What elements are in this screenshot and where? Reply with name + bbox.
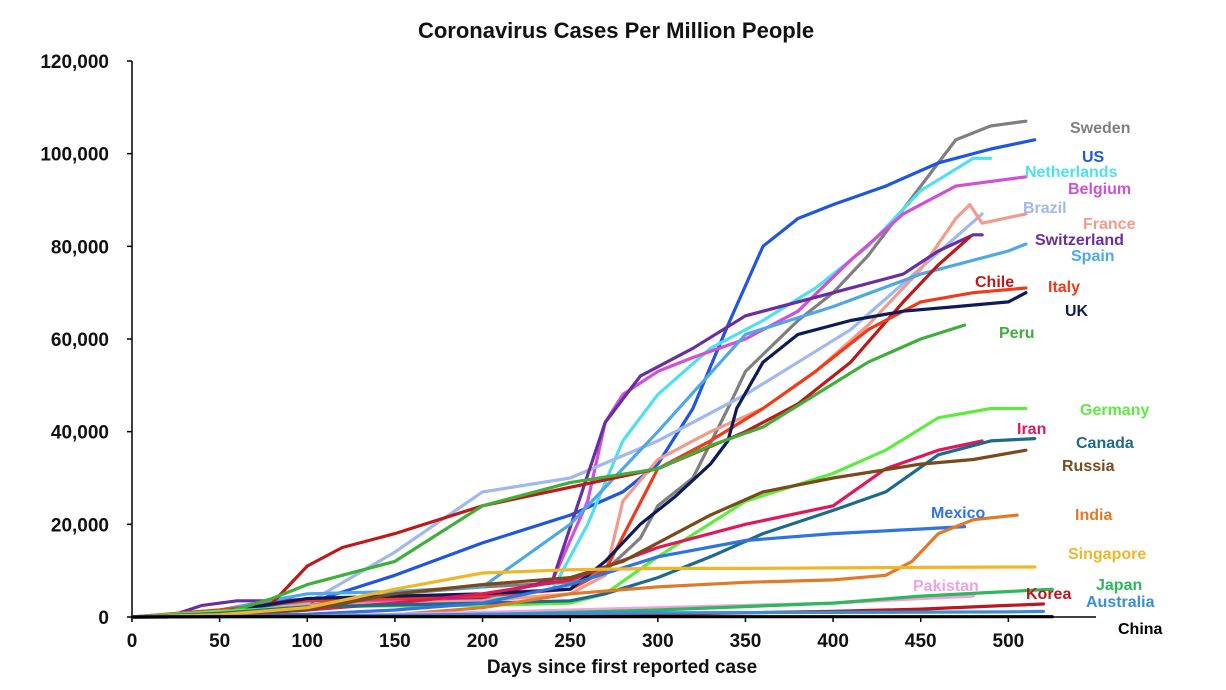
series-label-pakistan: Pakistan <box>913 578 979 595</box>
series-layer <box>130 119 1054 619</box>
series-label-canada: Canada <box>1076 435 1134 452</box>
series-label-russia: Russia <box>1062 458 1115 475</box>
x-tick-label: 400 <box>817 631 849 652</box>
x-tick-label: 250 <box>554 631 586 652</box>
series-line-uk <box>130 291 1028 619</box>
x-axis-title: Days since first reported case <box>487 657 757 678</box>
x-tick-label: 50 <box>209 631 230 652</box>
series-label-switzerland: Switzerland <box>1035 232 1124 249</box>
series-label-belgium: Belgium <box>1068 181 1131 198</box>
series-line-singapore <box>130 565 1037 619</box>
series-label-india: India <box>1075 507 1112 524</box>
series-label-italy: Italy <box>1048 279 1080 296</box>
y-tick-label: 20,000 <box>51 515 109 536</box>
series-label-iran: Iran <box>1017 421 1046 438</box>
y-axis: 0 20,000 40,000 60,000 80,000 100,000 120,000 <box>40 52 133 629</box>
y-tick-label: 120,000 <box>40 52 109 73</box>
series-line-brazil <box>130 212 984 619</box>
x-tick-label: 100 <box>291 631 323 652</box>
series-label-sweden: Sweden <box>1070 120 1130 137</box>
series-label-netherlands: Netherlands <box>1025 164 1118 181</box>
series-label-uk: UK <box>1065 303 1089 320</box>
series-line-netherlands <box>130 156 993 619</box>
series-line-belgium <box>130 175 1028 619</box>
series-label-chile: Chile <box>975 274 1014 291</box>
y-tick-label: 60,000 <box>51 330 109 351</box>
series-label-spain: Spain <box>1071 248 1115 265</box>
series-label-korea: Korea <box>1026 586 1071 603</box>
series-line-france <box>130 203 1028 619</box>
series-label-us: US <box>1082 149 1105 166</box>
x-axis: 0 50 100 150 200 250 300 350 400 450 500 <box>127 616 1096 652</box>
x-tick-label: 350 <box>730 631 762 652</box>
series-label-france: France <box>1083 216 1136 233</box>
x-tick-label: 300 <box>642 631 674 652</box>
series-line-russia <box>130 448 1028 619</box>
chart-title: Coronavirus Cases Per Million People <box>418 18 814 43</box>
series-label-japan: Japan <box>1096 577 1142 594</box>
series-label-peru: Peru <box>999 325 1035 342</box>
series-label-brazil: Brazil <box>1023 200 1067 217</box>
series-label-singapore: Singapore <box>1068 546 1146 563</box>
x-tick-label: 450 <box>905 631 937 652</box>
series-label-china: China <box>1118 621 1163 638</box>
series-label-germany: Germany <box>1080 402 1149 419</box>
series-line-us <box>130 138 1037 619</box>
series-label-australia: Australia <box>1086 594 1155 611</box>
series-line-chile <box>130 235 972 619</box>
x-tick-label: 0 <box>127 631 138 652</box>
y-tick-label: 100,000 <box>40 145 109 166</box>
x-tick-label: 500 <box>993 631 1025 652</box>
x-tick-label: 200 <box>467 631 499 652</box>
y-tick-label: 0 <box>98 608 109 629</box>
y-tick-label: 40,000 <box>51 423 109 444</box>
x-tick-label: 150 <box>379 631 411 652</box>
series-line-peru <box>130 323 967 619</box>
series-label-mexico: Mexico <box>931 505 985 522</box>
series-line-switzerland <box>130 233 984 619</box>
y-tick-label: 80,000 <box>51 237 109 258</box>
